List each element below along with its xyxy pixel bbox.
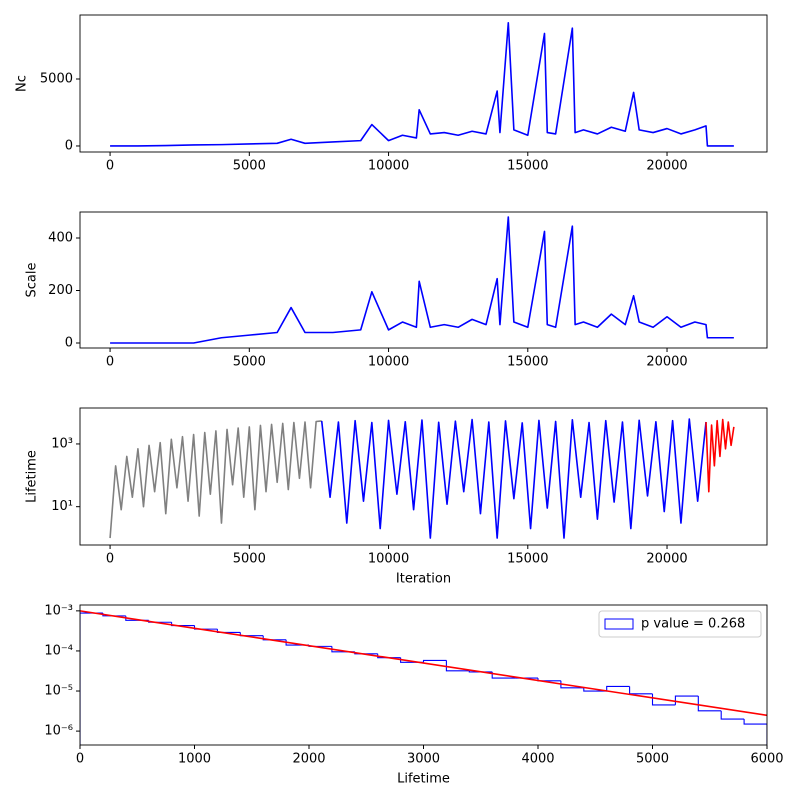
y-axis-label: Nc [15,75,30,92]
x-axis-label: Lifetime [397,772,450,787]
legend-label: p value = 0.268 [641,617,745,632]
histogram-step [560,680,584,689]
y-tick-label: 10¹ [51,499,73,514]
axes-frame [79,14,768,153]
line [110,21,734,147]
y-tick-label: 10⁻⁵ [44,684,73,699]
x-tick-label: 1000 [178,752,211,767]
plot-area [110,216,734,344]
histogram-step [606,685,630,692]
x-tick-label: 0 [106,159,114,174]
x-tick-label: 15000 [507,159,548,174]
x-axis-label: Iteration [396,572,451,587]
y-axis-label: Lifetime [25,450,40,503]
y-tick-label: 200 [48,283,73,298]
x-tick-label: 20000 [646,355,687,370]
x-tick-label: 5000 [636,752,669,767]
y-tick-label: 10⁻⁴ [44,643,73,658]
x-tick-label: 5000 [233,159,266,174]
plot-area [110,21,734,147]
histogram-step [262,635,287,641]
line [110,216,734,344]
x-tick-label: 20000 [646,159,687,174]
axes-frame [79,407,768,546]
x-tick-label: 5000 [233,552,266,567]
plot-area [80,610,767,745]
x-tick-label: 3000 [407,752,440,767]
legend-box [598,610,762,638]
line [109,420,322,539]
histogram-step [583,687,607,692]
x-tick-label: 0 [106,355,114,370]
x-tick-label: 10000 [368,355,409,370]
y-axis-label: Scale [25,263,40,298]
x-tick-label: 0 [106,552,114,567]
x-tick-label: 10000 [368,552,409,567]
histogram-step [629,686,653,695]
x-tick-label: 10000 [368,159,409,174]
legend-swatch [604,618,634,630]
y-tick-label: 10³ [51,436,73,451]
y-tick-label: 5000 [40,72,73,87]
histogram-step [743,719,767,745]
histogram-step [193,625,218,630]
line [80,610,767,717]
line [320,418,707,539]
histogram-step [422,659,447,663]
x-tick-label: 5000 [233,355,266,370]
y-tick-label: 0 [65,138,73,153]
x-tick-label: 2000 [292,752,325,767]
y-tick-label: 0 [65,336,73,351]
y-tick-label: 10⁻⁶ [44,724,73,739]
histogram-step [80,612,103,745]
y-tick-label: 400 [48,230,73,245]
x-tick-label: 6000 [750,752,783,767]
histogram-step [697,696,722,712]
x-tick-label: 15000 [507,552,548,567]
histogram-step [720,710,745,720]
x-tick-label: 4000 [521,752,554,767]
histogram-step [445,660,470,672]
axes-frame [79,211,768,349]
y-tick-label: 10⁻³ [44,603,73,618]
x-tick-label: 20000 [646,552,687,567]
plot-area [109,418,735,539]
x-tick-label: 0 [76,752,84,767]
x-tick-label: 15000 [507,355,548,370]
line [705,418,735,493]
